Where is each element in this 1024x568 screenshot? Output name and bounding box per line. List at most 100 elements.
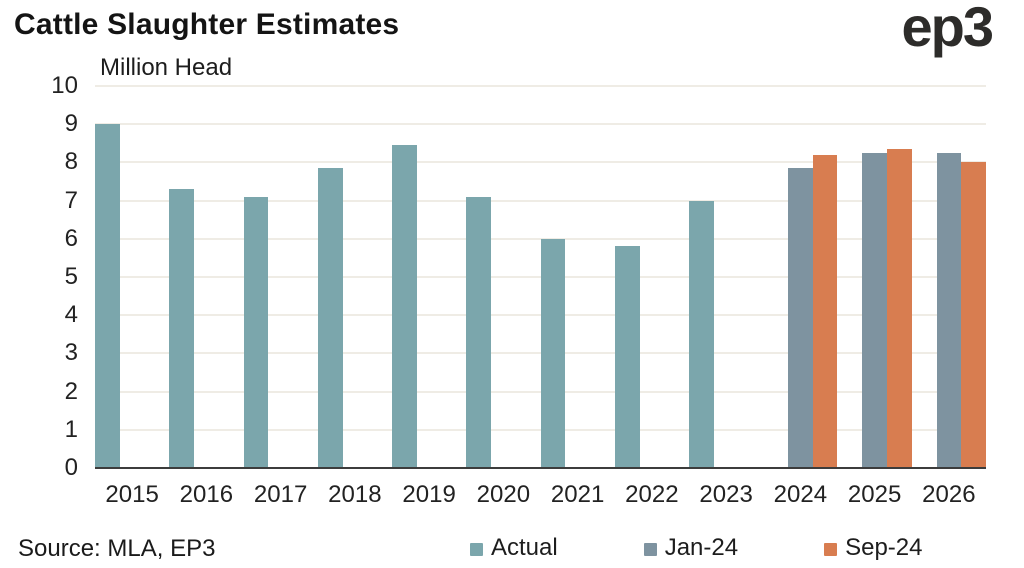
bar-actual-2020 xyxy=(466,196,492,468)
bar-group-2021 xyxy=(540,86,615,468)
bar-actual-2022 xyxy=(614,246,640,468)
bar-cell xyxy=(886,86,912,468)
bar-cell xyxy=(763,86,788,468)
gridline xyxy=(95,428,986,431)
chart-title: Cattle Slaughter Estimates xyxy=(14,8,400,41)
legend: Actual Jan-24 Sep-24 xyxy=(470,534,922,562)
legend-item-sep-24: Sep-24 xyxy=(824,534,922,562)
bar-cell xyxy=(738,86,763,468)
bar-cell xyxy=(293,86,318,468)
gridline xyxy=(95,390,986,393)
y-tick-label: 8 xyxy=(64,148,78,176)
bar-cell xyxy=(441,86,466,468)
bar-cell xyxy=(714,86,739,468)
bar-cell xyxy=(812,86,838,468)
x-tick-label-2022: 2022 xyxy=(625,481,679,508)
bar-cell xyxy=(144,86,169,468)
x-tick-label-2020: 2020 xyxy=(476,481,531,508)
bar-group-2015 xyxy=(95,86,169,468)
y-axis-title: Million Head xyxy=(100,54,233,81)
bar-cell xyxy=(367,86,392,468)
bar-cell xyxy=(912,86,937,468)
bar-sep-24-2026 xyxy=(961,162,986,468)
bar-cell xyxy=(788,86,813,468)
legend-label-sep-24: Sep-24 xyxy=(845,534,923,561)
gridline xyxy=(95,237,986,240)
y-tick-label: 9 xyxy=(64,110,78,138)
bar-cell xyxy=(169,86,195,468)
y-tick-label: 4 xyxy=(64,301,78,329)
gridline xyxy=(95,85,986,87)
bar-group-2022 xyxy=(614,86,689,468)
bar-cell xyxy=(590,86,615,468)
bar-group-2018 xyxy=(317,86,392,468)
legend-swatch-sep-24 xyxy=(824,542,838,556)
source-note: Source: MLA, EP3 xyxy=(18,535,216,562)
bar-cell xyxy=(689,86,714,468)
bar-actual-2021 xyxy=(540,238,566,468)
gridline xyxy=(95,352,986,355)
x-tick-label-2023: 2023 xyxy=(699,481,753,508)
bar-actual-2019 xyxy=(392,145,417,468)
x-tick-label-2017: 2017 xyxy=(253,481,308,508)
bar-cell xyxy=(219,86,244,468)
y-tick-label: 7 xyxy=(64,186,78,214)
y-tick-label: 1 xyxy=(64,415,78,443)
x-tick-label-2025: 2025 xyxy=(847,481,902,508)
bar-cell xyxy=(540,86,566,468)
bar-group-2023 xyxy=(689,86,763,468)
bar-actual-2023 xyxy=(689,200,714,468)
x-tick-label-2024: 2024 xyxy=(773,481,828,508)
bar-cell xyxy=(862,86,887,468)
bar-cell xyxy=(565,86,590,468)
bar-jan-24-2024 xyxy=(788,168,813,468)
plot-area xyxy=(95,85,986,469)
y-tick-label: 0 xyxy=(64,454,78,481)
bar-group-2024 xyxy=(763,86,838,468)
bar-cell xyxy=(491,86,516,468)
bars xyxy=(95,86,986,468)
bar-group-2026 xyxy=(912,86,986,468)
x-tick-label-2021: 2021 xyxy=(550,481,605,508)
bar-sep-24-2024 xyxy=(812,154,838,468)
bar-group-2016 xyxy=(169,86,243,468)
bar-cell xyxy=(664,86,689,468)
x-tick-label-2016: 2016 xyxy=(179,481,234,508)
bar-cell xyxy=(466,86,492,468)
bar-cell xyxy=(268,86,293,468)
bar-cell xyxy=(936,86,962,468)
bar-actual-2017 xyxy=(243,196,269,468)
legend-swatch-actual xyxy=(470,542,483,556)
x-tick-label-2026: 2026 xyxy=(922,481,976,508)
x-tick-label-2019: 2019 xyxy=(402,481,456,508)
bar-cell xyxy=(417,86,442,468)
y-tick-label: 10 xyxy=(51,72,78,99)
y-tick-label: 3 xyxy=(64,339,78,367)
bar-group-2020 xyxy=(466,86,540,468)
bar-actual-2018 xyxy=(317,168,343,468)
bar-cell xyxy=(120,86,145,468)
x-tick-label-2015: 2015 xyxy=(105,481,159,508)
bar-group-2019 xyxy=(392,86,466,468)
x-axis-labels: 2015 2016 2017 2018 2019 2020 2021 2022 2023 2024… xyxy=(95,481,986,509)
bar-cell xyxy=(640,86,665,468)
bar-actual-2016 xyxy=(169,189,195,468)
bar-sep-24-2025 xyxy=(886,149,912,468)
bar-cell xyxy=(392,86,417,468)
bar-jan-24-2025 xyxy=(862,152,887,468)
bar-actual-2015 xyxy=(95,124,120,468)
legend-label-actual: Actual xyxy=(491,534,558,561)
bar-cell xyxy=(95,86,120,468)
ep3-logo: ep3 xyxy=(901,0,994,58)
gridline xyxy=(95,161,986,164)
gridline xyxy=(95,276,986,278)
y-tick-label: 5 xyxy=(64,263,78,290)
bar-cell xyxy=(838,86,863,468)
x-tick-label-2018: 2018 xyxy=(328,481,382,508)
legend-label-jan-24: Jan-24 xyxy=(664,534,739,561)
bar-group-2025 xyxy=(838,86,912,468)
y-axis-labels: 10 9 8 7 6 5 4 3 2 1 0 xyxy=(0,72,78,481)
bar-cell xyxy=(343,86,368,468)
gridline xyxy=(95,314,986,317)
